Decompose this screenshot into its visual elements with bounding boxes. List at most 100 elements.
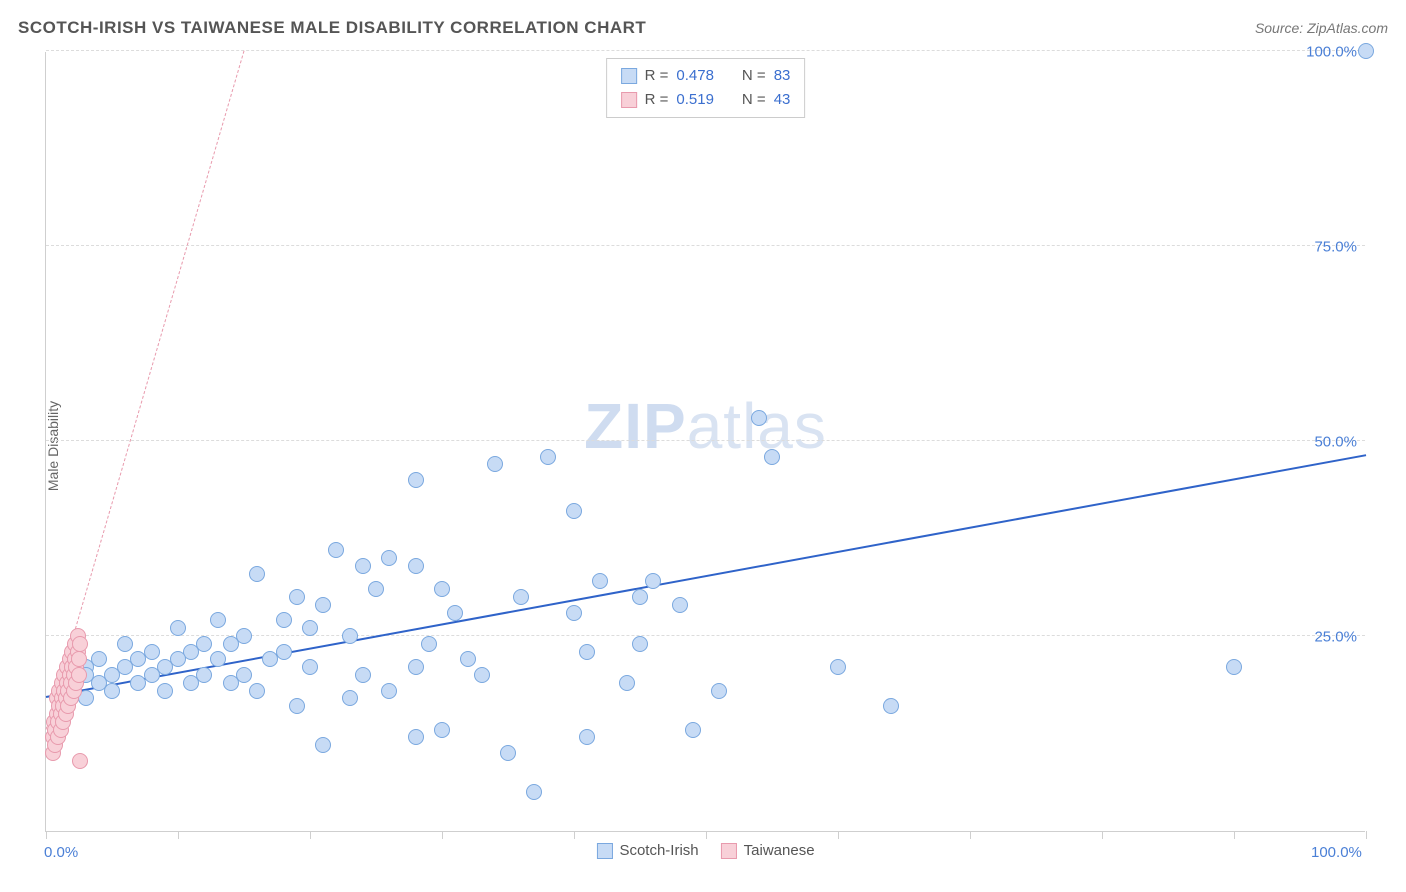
trend-line bbox=[46, 455, 1366, 699]
r-label: R = bbox=[645, 88, 669, 112]
data-point bbox=[632, 636, 648, 652]
y-tick-label: 75.0% bbox=[1314, 239, 1357, 256]
data-point bbox=[223, 636, 239, 652]
data-point bbox=[71, 667, 87, 683]
data-point bbox=[434, 581, 450, 597]
data-point bbox=[368, 581, 384, 597]
data-point bbox=[71, 651, 87, 667]
data-point bbox=[592, 573, 608, 589]
data-point bbox=[408, 472, 424, 488]
data-point bbox=[447, 605, 463, 621]
data-point bbox=[540, 449, 556, 465]
data-point bbox=[342, 628, 358, 644]
data-point bbox=[157, 683, 173, 699]
n-label: N = bbox=[742, 88, 766, 112]
series-legend: Scotch-Irish Taiwanese bbox=[596, 842, 814, 859]
data-point bbox=[328, 542, 344, 558]
data-point bbox=[830, 659, 846, 675]
data-point bbox=[302, 620, 318, 636]
data-point bbox=[302, 659, 318, 675]
data-point bbox=[460, 651, 476, 667]
n-label: N = bbox=[742, 64, 766, 88]
legend-item: Taiwanese bbox=[721, 842, 815, 859]
gridline bbox=[46, 245, 1365, 246]
data-point bbox=[117, 636, 133, 652]
data-point bbox=[408, 729, 424, 745]
data-point bbox=[130, 675, 146, 691]
data-point bbox=[764, 449, 780, 465]
chart-source: Source: ZipAtlas.com bbox=[1255, 20, 1388, 36]
data-point bbox=[1226, 659, 1242, 675]
r-value: 0.519 bbox=[676, 88, 714, 112]
data-point bbox=[249, 566, 265, 582]
x-tick bbox=[310, 831, 311, 839]
legend-item: Scotch-Irish bbox=[596, 842, 698, 859]
data-point bbox=[579, 729, 595, 745]
x-tick bbox=[1366, 831, 1367, 839]
data-point bbox=[289, 698, 305, 714]
data-point bbox=[474, 667, 490, 683]
x-tick bbox=[574, 831, 575, 839]
stats-legend-row: R = 0.478 N = 83 bbox=[621, 64, 791, 88]
data-point bbox=[381, 550, 397, 566]
x-tick bbox=[838, 831, 839, 839]
chart-title: SCOTCH-IRISH VS TAIWANESE MALE DISABILIT… bbox=[18, 18, 646, 38]
data-point bbox=[566, 605, 582, 621]
data-point bbox=[500, 745, 516, 761]
legend-swatch bbox=[621, 68, 637, 84]
data-point bbox=[632, 589, 648, 605]
n-value: 83 bbox=[774, 64, 791, 88]
data-point bbox=[289, 589, 305, 605]
data-point bbox=[645, 573, 661, 589]
watermark: ZIPatlas bbox=[584, 389, 827, 463]
data-point bbox=[170, 620, 186, 636]
r-value: 0.478 bbox=[676, 64, 714, 88]
x-tick bbox=[46, 831, 47, 839]
data-point bbox=[751, 410, 767, 426]
gridline bbox=[46, 440, 1365, 441]
data-point bbox=[526, 784, 542, 800]
data-point bbox=[315, 597, 331, 613]
data-point bbox=[355, 667, 371, 683]
data-point bbox=[408, 659, 424, 675]
data-point bbox=[342, 690, 358, 706]
data-point bbox=[566, 503, 582, 519]
n-value: 43 bbox=[774, 88, 791, 112]
data-point bbox=[1358, 43, 1374, 59]
x-tick-label: 100.0% bbox=[1311, 844, 1362, 861]
x-tick-label: 0.0% bbox=[44, 844, 78, 861]
data-point bbox=[408, 558, 424, 574]
data-point bbox=[210, 612, 226, 628]
x-tick bbox=[970, 831, 971, 839]
scatter-plot-area: ZIPatlas R =0.478N =83R =0.519N =43 Scot… bbox=[45, 52, 1365, 832]
data-point bbox=[672, 597, 688, 613]
data-point bbox=[381, 683, 397, 699]
data-point bbox=[355, 558, 371, 574]
data-point bbox=[434, 722, 450, 738]
legend-swatch bbox=[621, 92, 637, 108]
legend-label: Scotch-Irish bbox=[619, 842, 698, 859]
data-point bbox=[210, 651, 226, 667]
data-point bbox=[72, 753, 88, 769]
data-point bbox=[685, 722, 701, 738]
x-tick bbox=[442, 831, 443, 839]
stats-legend-row: R = 0.519 N = 43 bbox=[621, 88, 791, 112]
data-point bbox=[619, 675, 635, 691]
data-point bbox=[223, 675, 239, 691]
data-point bbox=[711, 683, 727, 699]
data-point bbox=[315, 737, 331, 753]
r-label: R = bbox=[645, 64, 669, 88]
data-point bbox=[579, 644, 595, 660]
data-point bbox=[262, 651, 278, 667]
y-tick-label: 50.0% bbox=[1314, 434, 1357, 451]
data-point bbox=[421, 636, 437, 652]
x-tick bbox=[178, 831, 179, 839]
x-tick bbox=[1102, 831, 1103, 839]
data-point bbox=[183, 675, 199, 691]
y-tick-label: 25.0% bbox=[1314, 629, 1357, 646]
data-point bbox=[249, 683, 265, 699]
data-point bbox=[513, 589, 529, 605]
data-point bbox=[72, 636, 88, 652]
stats-legend: R = 0.478 N = 83 R = 0.519 N = 43 bbox=[606, 58, 806, 118]
legend-label: Taiwanese bbox=[744, 842, 815, 859]
